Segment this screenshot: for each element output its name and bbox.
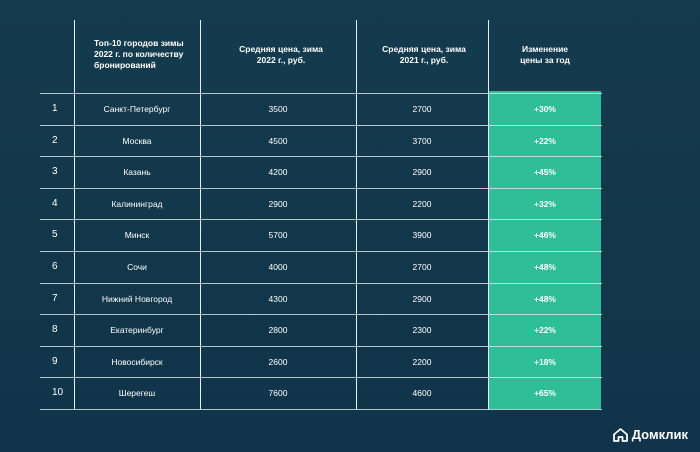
- price-2021: 2700: [412, 103, 432, 114]
- price-2022: 2900: [268, 198, 288, 209]
- price-2021: 2700: [412, 261, 432, 272]
- price-change: +48%: [534, 261, 556, 272]
- header-price-2021: Средняя цена, зима 2021 г., руб.: [382, 44, 466, 65]
- column-divider: [200, 20, 201, 410]
- city-name: Санкт-Петербург: [103, 103, 171, 114]
- column-divider: [74, 20, 75, 410]
- city-name: Минск: [124, 229, 150, 240]
- change-column-highlight: [489, 91, 601, 409]
- domclick-logo: Домклик: [612, 427, 688, 442]
- row-number: 10: [52, 387, 64, 398]
- row-number: 8: [52, 324, 58, 335]
- price-2021: 2900: [412, 293, 432, 304]
- row-number: 7: [52, 293, 58, 304]
- city-name: Екатеринбург: [110, 324, 164, 335]
- row-divider: [40, 346, 602, 347]
- price-2021: 2300: [412, 324, 432, 335]
- row-number: 4: [52, 198, 58, 209]
- row-number: 9: [52, 356, 58, 367]
- price-2022: 4500: [268, 135, 288, 146]
- city-name: Новосибирск: [111, 356, 163, 367]
- price-2021: 2900: [412, 166, 432, 177]
- header-change: Изменение цены за год: [520, 44, 570, 65]
- column-divider: [356, 20, 357, 410]
- price-2021: 3700: [412, 135, 432, 146]
- city-name: Шерегеш: [118, 387, 156, 398]
- row-number: 6: [52, 261, 58, 272]
- price-2021: 4600: [412, 387, 432, 398]
- price-2022: 7600: [268, 387, 288, 398]
- row-number: 2: [52, 135, 58, 146]
- row-number: 1: [52, 103, 58, 114]
- row-divider: [40, 283, 602, 284]
- price-2021: 2200: [412, 198, 432, 209]
- price-2022: 4300: [268, 293, 288, 304]
- price-change: +48%: [534, 293, 556, 304]
- price-2022: 2600: [268, 356, 288, 367]
- logo-text: Домклик: [631, 427, 688, 442]
- price-2021: 3900: [412, 229, 432, 240]
- row-number: 5: [52, 229, 58, 240]
- row-divider: [40, 93, 602, 94]
- price-2022: 4200: [268, 166, 288, 177]
- price-change: +46%: [534, 229, 556, 240]
- price-change: +22%: [534, 135, 556, 146]
- price-change: +30%: [534, 103, 556, 114]
- column-divider: [488, 20, 489, 410]
- row-divider: [40, 125, 602, 126]
- price-2021: 2200: [412, 356, 432, 367]
- header-city: Топ-10 городов зимы 2022 г. по количеств…: [94, 38, 184, 70]
- price-change: +22%: [534, 324, 556, 335]
- row-divider: [40, 377, 602, 378]
- price-2022: 4000: [268, 261, 288, 272]
- house-icon: [612, 427, 628, 442]
- city-name: Казань: [123, 166, 151, 177]
- price-2022: 5700: [268, 229, 288, 240]
- row-divider: [40, 156, 602, 157]
- row-divider: [40, 251, 602, 252]
- city-name: Нижний Новгород: [101, 293, 173, 304]
- price-2022: 3500: [268, 103, 288, 114]
- row-divider: [40, 188, 602, 189]
- header-price-2022: Средняя цена, зима 2022 г., руб.: [239, 44, 323, 65]
- city-name: Калининград: [111, 198, 163, 209]
- price-change: +65%: [534, 387, 556, 398]
- price-2022: 2800: [268, 324, 288, 335]
- row-divider: [40, 409, 602, 410]
- row-divider: [40, 314, 602, 315]
- row-divider: [40, 219, 602, 220]
- price-change: +32%: [534, 198, 556, 209]
- price-change: +45%: [534, 166, 556, 177]
- city-name: Москва: [122, 135, 152, 146]
- city-name: Сочи: [127, 261, 147, 272]
- row-number: 3: [52, 166, 58, 177]
- price-change: +18%: [534, 356, 556, 367]
